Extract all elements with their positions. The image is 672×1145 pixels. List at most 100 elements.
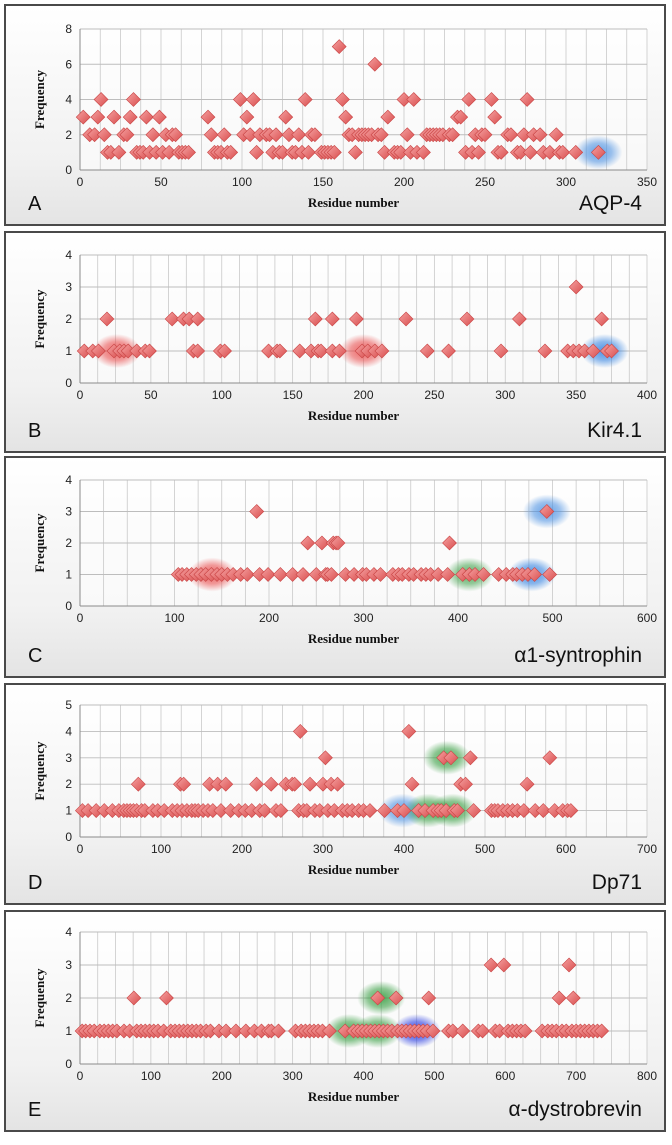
data-point: [483, 957, 499, 973]
data-point: [421, 990, 437, 1006]
data-point: [401, 723, 417, 739]
y-tick-label: 5: [65, 698, 72, 712]
data-point: [278, 109, 294, 125]
scatter-plot: 0 100 200 300 400 500 600 700 0 1 2 3 4 5 Residue numb…: [32, 698, 657, 877]
data-point: [300, 144, 316, 160]
data-point: [126, 92, 141, 107]
data-point: [181, 144, 196, 160]
panel-letter: A: [28, 193, 42, 215]
data-point: [287, 776, 303, 792]
y-axis-title: Frequency: [32, 513, 47, 572]
data-point: [159, 990, 174, 1006]
data-point: [441, 343, 456, 359]
x-axis-title: Residue number: [308, 1089, 400, 1104]
y-axis-title: Frequency: [32, 741, 47, 800]
data-point: [335, 92, 350, 107]
x-axis-title: Residue number: [308, 408, 400, 423]
data-point: [176, 776, 192, 792]
y-tick-label: 0: [65, 830, 72, 844]
y-tick-label: 3: [65, 958, 72, 972]
data-point: [330, 776, 346, 792]
x-tick-label: 600: [556, 842, 576, 856]
scatter-plot: 0 100 200 300 400 500 600 0 1 2 3 4 Residue number Fr…: [32, 473, 657, 646]
data-point: [91, 343, 106, 359]
x-tick-label: 500: [424, 1069, 444, 1083]
data-point: [142, 343, 157, 359]
protein-name: α-dystrobrevin: [508, 1098, 642, 1121]
data-point: [273, 803, 289, 819]
data-point: [471, 144, 486, 160]
protein-name: Dp71: [591, 871, 642, 894]
x-tick-label: 350: [566, 388, 586, 402]
data-point: [249, 776, 265, 792]
y-tick-label: 4: [65, 248, 72, 262]
data-point: [561, 957, 577, 973]
x-tick-label: 300: [495, 388, 515, 402]
y-axis-title: Frequency: [32, 289, 47, 348]
data-point: [542, 750, 558, 766]
data-point: [302, 776, 318, 792]
protein-name: Kir4.1: [587, 419, 642, 442]
data-point: [200, 109, 216, 125]
x-tick-label: 50: [144, 388, 158, 402]
y-tick-label: 4: [65, 724, 72, 738]
data-point: [268, 127, 284, 143]
data-point: [93, 92, 109, 107]
data-point: [548, 127, 564, 143]
data-point: [516, 803, 532, 819]
data-point: [455, 1023, 471, 1039]
data-point: [461, 92, 477, 107]
y-tick-label: 1: [65, 344, 72, 358]
data-point: [406, 92, 422, 107]
data-point: [563, 803, 579, 819]
data-point: [367, 56, 383, 72]
data-point: [348, 311, 364, 327]
x-tick-label: 300: [556, 175, 576, 189]
data-point: [228, 1023, 244, 1039]
data-point: [503, 127, 519, 143]
y-tick-label: 0: [65, 376, 72, 390]
data-point: [106, 109, 122, 125]
x-tick-label: 200: [353, 388, 373, 402]
x-tick-label: 400: [448, 611, 468, 625]
data-point: [190, 343, 206, 359]
data-point: [297, 92, 313, 107]
x-tick-label: 500: [542, 611, 562, 625]
data-point: [218, 1023, 234, 1039]
data-point: [373, 127, 389, 143]
data-point: [272, 567, 288, 582]
data-point: [292, 343, 308, 359]
data-point: [122, 109, 138, 125]
data-point: [326, 144, 342, 160]
x-tick-label: 350: [637, 175, 657, 189]
x-tick-label: 200: [212, 1069, 232, 1083]
x-tick-label: 100: [212, 388, 232, 402]
y-tick-label: 2: [65, 777, 72, 791]
chart-panel-b: 0 50 100 150 200 250 300 350 400 0 1 2 3 4 Residue num…: [4, 231, 666, 453]
y-tick-label: 1: [65, 1024, 72, 1038]
data-point: [450, 803, 465, 819]
x-tick-label: 300: [353, 611, 373, 625]
protein-name: α1-syntrophin: [514, 644, 642, 667]
chart-panel-e: 0 100 200 300 400 500 600 700 800 0 1 2 3 4 Residue nu…: [4, 910, 666, 1132]
data-point: [459, 311, 475, 327]
x-tick-label: 500: [475, 842, 495, 856]
data-point: [130, 776, 146, 792]
data-point: [245, 92, 261, 107]
data-point: [594, 311, 610, 327]
data-point: [419, 343, 435, 359]
data-point: [111, 144, 127, 160]
data-point: [374, 343, 390, 359]
data-point: [322, 1023, 337, 1039]
data-point: [542, 567, 558, 582]
x-tick-label: 150: [283, 388, 303, 402]
x-tick-label: 400: [637, 388, 657, 402]
data-point: [537, 343, 553, 359]
y-tick-label: 4: [65, 925, 72, 939]
y-tick-label: 0: [65, 1057, 72, 1071]
data-point: [216, 127, 232, 143]
data-point: [568, 144, 584, 160]
data-point: [151, 109, 167, 125]
data-point: [585, 343, 601, 359]
chart-panel-d: 0 100 200 300 400 500 600 700 0 1 2 3 4 5 Residue numb…: [4, 683, 666, 905]
